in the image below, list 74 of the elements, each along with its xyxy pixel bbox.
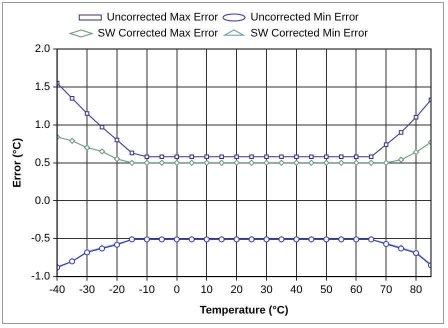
- point: [84, 144, 90, 151]
- legend-label: Uncorrected Min Error: [250, 12, 360, 24]
- point: [384, 142, 388, 147]
- y-tick-label: 0.5: [34, 156, 50, 169]
- point: [368, 154, 374, 159]
- point: [70, 96, 74, 101]
- point: [398, 130, 404, 135]
- point: [204, 154, 209, 159]
- point: [188, 160, 195, 166]
- point: [234, 154, 239, 159]
- point: [174, 154, 180, 159]
- point: [278, 160, 284, 166]
- point: [144, 154, 150, 159]
- point: [279, 154, 284, 159]
- x-tick-label: 0: [174, 284, 180, 296]
- point: [158, 160, 165, 166]
- point: [398, 156, 404, 163]
- point: [309, 154, 314, 159]
- point: [114, 138, 120, 142]
- x-tick-label: 50: [320, 284, 332, 296]
- y-tick-label: 2.0: [34, 43, 50, 56]
- x-tick-label: 30: [260, 284, 273, 296]
- legend-label: Uncorrected Max Error: [106, 12, 218, 24]
- point: [383, 160, 390, 166]
- point: [264, 154, 269, 159]
- y-tick-label: -0.5: [31, 232, 50, 245]
- x-tick-label: -10: [138, 284, 155, 296]
- point: [248, 160, 255, 166]
- point: [249, 154, 254, 159]
- point: [160, 154, 164, 159]
- point: [413, 149, 420, 156]
- point: [174, 160, 180, 166]
- legend-label: SW Corrected Min Error: [250, 28, 368, 40]
- point: [293, 160, 300, 166]
- point: [100, 124, 104, 130]
- point: [99, 148, 106, 154]
- point: [339, 154, 344, 159]
- x-tick-label: 70: [380, 284, 392, 296]
- point: [128, 160, 135, 166]
- point: [414, 115, 418, 120]
- x-tick-label: 60: [350, 284, 362, 296]
- point: [234, 160, 240, 166]
- point: [219, 154, 224, 159]
- point: [84, 111, 90, 116]
- x-tick-label: 40: [290, 284, 303, 296]
- y-tick-label: 1.0: [34, 118, 50, 131]
- y-tick-label: 1.5: [34, 80, 50, 93]
- point: [189, 154, 194, 159]
- point: [130, 150, 134, 156]
- point: [204, 160, 210, 166]
- point: [114, 156, 120, 162]
- x-axis-title: Temperature (°C): [200, 304, 289, 316]
- legend-label: SW Corrected Max Error: [98, 28, 218, 40]
- x-tick-label: -30: [79, 284, 96, 296]
- point: [144, 160, 150, 166]
- y-axis-title: Error (°C): [12, 138, 24, 188]
- x-tick-label: -20: [109, 284, 125, 296]
- point: [354, 154, 358, 159]
- point: [264, 160, 270, 166]
- point: [353, 160, 360, 166]
- point: [69, 138, 76, 144]
- point: [338, 160, 344, 166]
- point: [323, 160, 330, 166]
- x-tick-label: 20: [230, 284, 243, 296]
- y-tick-label: -1.0: [31, 270, 50, 283]
- x-tick-label: 80: [410, 284, 422, 296]
- point: [218, 160, 225, 166]
- x-tick-label: 10: [200, 284, 213, 296]
- y-tick-label: 0.0: [34, 194, 50, 207]
- point: [368, 160, 374, 166]
- x-tick-label: -40: [49, 284, 66, 296]
- point: [294, 154, 299, 159]
- point: [308, 160, 314, 166]
- point: [324, 154, 329, 159]
